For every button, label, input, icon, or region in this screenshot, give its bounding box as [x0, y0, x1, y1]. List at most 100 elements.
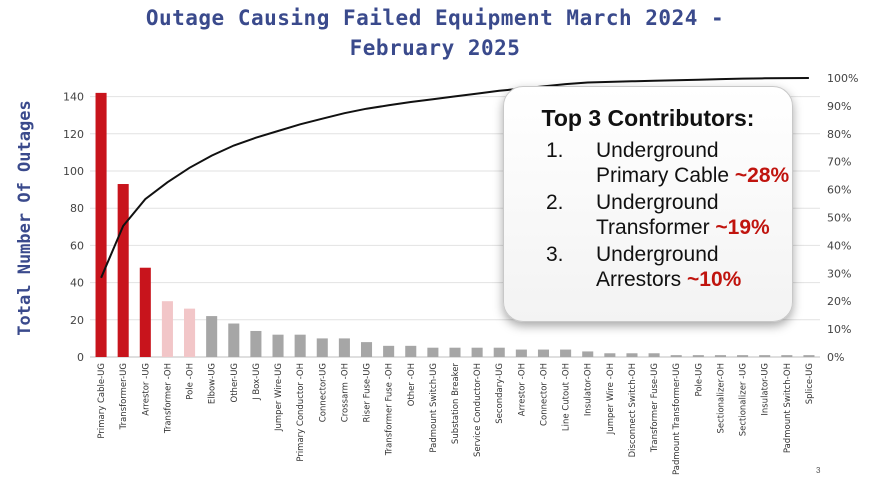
y2-tick-label: 50%: [827, 212, 851, 225]
x-tick-label: Pole -OH: [186, 363, 196, 400]
x-tick-label: Insulator-UG: [761, 363, 771, 416]
bar: [449, 347, 461, 357]
x-tick-label: Insulator-OH: [584, 363, 594, 416]
bar: [737, 355, 749, 357]
bar: [537, 349, 550, 357]
bar: [405, 345, 417, 357]
bar: [560, 349, 572, 357]
bar: [206, 316, 218, 357]
x-tick-label: Arrestor -UG: [141, 363, 151, 416]
bar: [759, 355, 771, 357]
y2-axis-ticks: 0% 10% 20% 30% 40% 50% 60% 70% 80% 90% 100%: [827, 72, 858, 364]
contributor-item: 1. Underground Primary Cable ~28%: [504, 138, 792, 188]
contributor-percent: ~19%: [715, 216, 770, 239]
x-tick-label: Transformer -OH: [163, 363, 173, 434]
chart-title-line2: February 2025: [349, 36, 521, 60]
contributor-item: 2. Underground Transformer ~19%: [504, 190, 792, 240]
y-tick-label: 80: [70, 202, 84, 215]
contributor-number: 3.: [546, 243, 564, 266]
x-tick-label: Other-UG: [230, 363, 240, 402]
x-tick-label: Padmount Switch-UG: [429, 363, 439, 453]
contributor-line2: Arrestors: [596, 268, 682, 291]
bar: [272, 334, 284, 357]
x-tick-label: Sectionalizer-OH: [717, 363, 727, 434]
x-tick-label: Transformer-UG: [119, 363, 129, 430]
contributor-body: Underground Primary Cable ~28%: [596, 138, 792, 188]
x-tick-label: Arrestor -OH: [517, 363, 527, 416]
y-tick-label: 40: [70, 277, 84, 290]
contributor-item: 3. Underground Arrestors ~10%: [504, 242, 792, 292]
bar: [781, 355, 793, 357]
x-tick-label: Padmount Switch-OH: [783, 363, 793, 453]
bar: [360, 342, 373, 357]
contributor-line1: Underground: [596, 191, 719, 214]
y-axis-label: Total Number Of Outages: [15, 100, 35, 335]
x-tick-label: Line Cutout -OH: [562, 363, 572, 431]
top-contributors-callout: Top 3 Contributors: 1. Underground Prima…: [503, 86, 793, 322]
x-tick-label: Transformer Fuse-UG: [650, 363, 660, 453]
bar: [95, 92, 107, 357]
y-tick-label: 20: [70, 314, 84, 327]
contributor-line2: Transformer: [596, 216, 710, 239]
contributor-line2: Primary Cable: [596, 164, 730, 187]
y-tick-label: 100: [63, 165, 84, 178]
bar: [626, 353, 638, 357]
y-tick-label: 60: [70, 239, 84, 252]
contributor-line1: Underground: [596, 243, 719, 266]
contributor-line1: Underground: [596, 139, 719, 162]
y2-tick-label: 70%: [827, 156, 851, 169]
bars: [95, 92, 815, 357]
x-tick-label: Splice-UG: [805, 363, 815, 404]
bar: [316, 338, 328, 357]
x-tick-label: Connector-UG: [318, 363, 328, 422]
contributor-number: 1.: [546, 139, 564, 162]
bar: [383, 345, 395, 357]
callout-heading: Top 3 Contributors:: [541, 105, 755, 131]
x-tick-label: Connector -OH: [540, 363, 550, 426]
cumulative-line-path: [100, 77, 809, 279]
bar: [515, 349, 527, 357]
bar: [493, 347, 505, 357]
bar: [714, 355, 726, 357]
x-tick-label: Primary Conductor -OH: [296, 363, 306, 462]
x-tick-label: Crossarm -OH: [340, 363, 350, 422]
x-tick-label: Other -OH: [407, 363, 417, 406]
y2-tick-label: 80%: [827, 128, 851, 141]
contributor-percent: ~10%: [687, 268, 742, 291]
x-axis-ticks: Primary Cable-UG Transformer-UG Arrestor -…: [97, 363, 815, 475]
bar: [139, 267, 151, 357]
bar: [670, 355, 682, 357]
y-tick-label: 120: [63, 128, 84, 141]
x-tick-label: Disconnect Switch-OH: [628, 363, 638, 457]
y2-tick-label: 40%: [827, 239, 851, 252]
y2-tick-label: 30%: [827, 267, 851, 280]
x-tick-label: Pole-UG: [694, 363, 704, 397]
bar: [471, 347, 483, 357]
bar: [803, 355, 815, 357]
bar: [250, 330, 262, 357]
x-tick-label: Elbow-UG: [208, 363, 218, 404]
cumulative-line: [100, 77, 809, 279]
y2-tick-label: 10%: [827, 323, 851, 336]
y2-tick-label: 60%: [827, 184, 851, 197]
x-tick-label: Secondary-UG: [495, 363, 505, 424]
x-tick-label: Padmount Transformer-UG: [672, 363, 682, 475]
x-tick-label: Jumper Wire-UG: [274, 363, 284, 432]
x-tick-label: Transformer Fuse -OH: [385, 363, 395, 456]
y2-tick-label: 100%: [827, 72, 858, 85]
y2-tick-label: 20%: [827, 295, 851, 308]
y-tick-label: 140: [63, 91, 84, 104]
x-tick-label: Sectionalizer -UG: [739, 363, 749, 436]
bar: [338, 338, 350, 357]
bar: [604, 353, 616, 357]
x-tick-label: J Box-UG: [252, 363, 262, 401]
x-tick-label: Riser Fuse-UG: [363, 363, 373, 422]
chart-title-line1: Outage Causing Failed Equipment March 20…: [145, 6, 725, 30]
bar: [648, 353, 660, 357]
x-tick-label: Service Conductor-OH: [473, 363, 483, 457]
page-number: 3: [816, 466, 821, 475]
contributor-body: Underground Transformer ~19%: [596, 190, 792, 240]
x-tick-label: Substation Breaker: [451, 363, 461, 445]
contributor-body: Underground Arrestors ~10%: [596, 242, 792, 292]
bar: [184, 308, 196, 357]
